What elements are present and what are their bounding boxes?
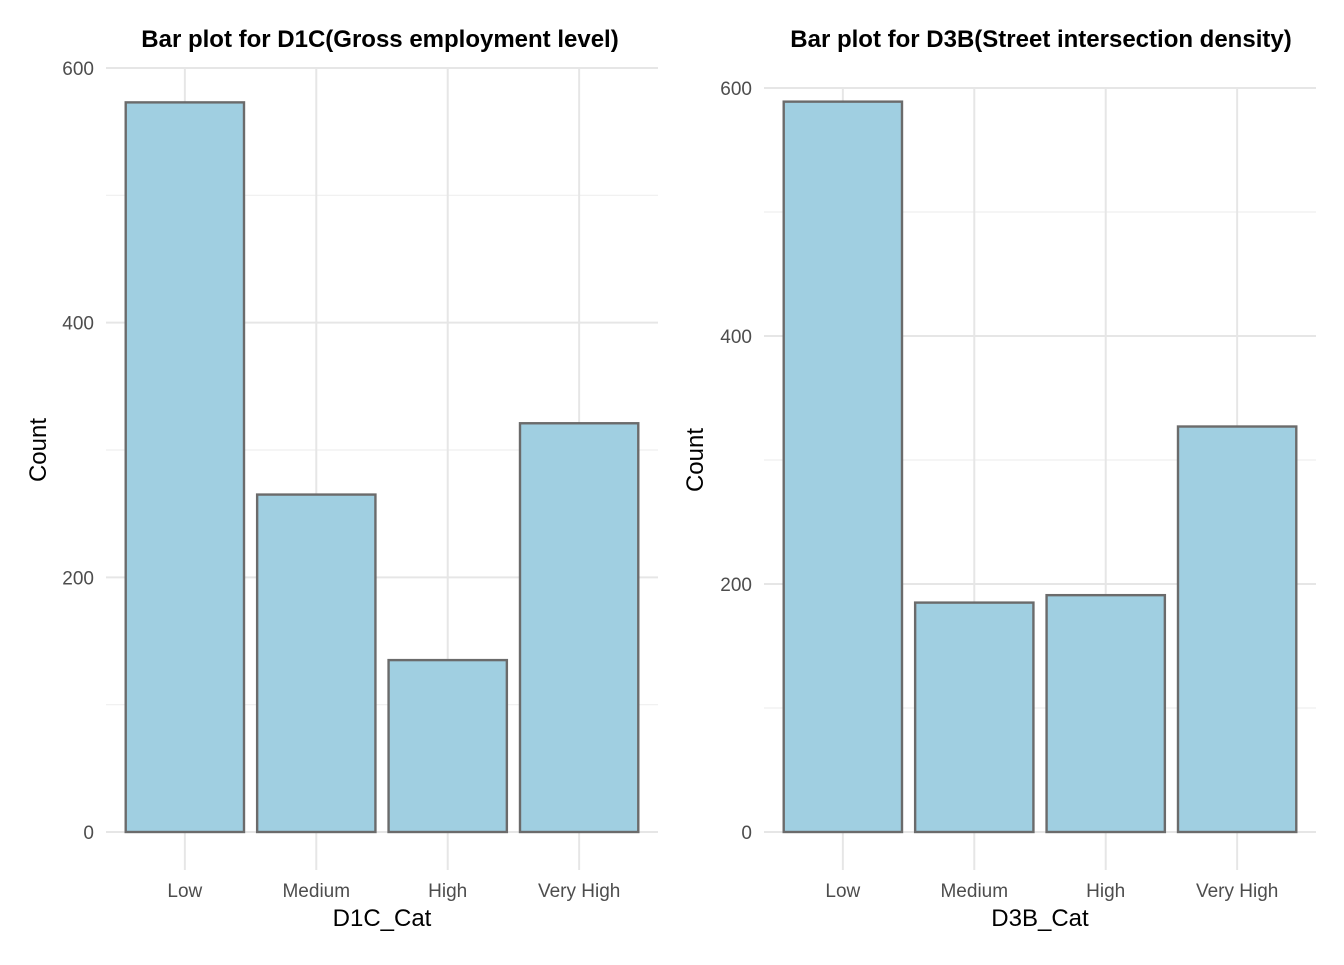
y-axis-label: Count [25,418,52,482]
y-tick-label: 200 [62,568,94,589]
x-tick-label: Very High [1196,881,1278,902]
chart-title: Bar plot for D3B(Street intersection den… [790,26,1291,53]
bar-medium [255,493,377,834]
bar-very-high [1176,425,1298,834]
y-tick-label: 200 [720,575,752,596]
x-axis-label: D1C_Cat [333,905,432,932]
y-tick-label: 600 [62,59,94,80]
bar-very-high [518,422,640,834]
x-tick-labels: Low Medium High Very High [167,881,620,902]
x-tick-labels: Low Medium High Very High [825,881,1278,902]
y-tick-label: 400 [720,327,752,348]
y-tick-label: 0 [83,823,94,844]
x-tick-label: Very High [538,881,620,902]
y-tick-labels: 0 200 400 600 [720,79,752,844]
x-tick-label: High [1086,881,1125,902]
bar-high [387,658,509,834]
chart-title: Bar plot for D1C(Gross employment level) [141,26,618,53]
x-tick-label: Medium [940,881,1008,902]
bar-low [782,100,904,834]
y-tick-label: 0 [741,823,752,844]
y-tick-label: 600 [720,79,752,100]
bar-high [1045,593,1167,834]
x-tick-label: High [428,881,467,902]
x-tick-label: Medium [282,881,350,902]
x-tick-label: Low [167,881,202,902]
x-tick-label: Low [825,881,860,902]
bar-medium [913,601,1035,834]
y-axis-label: Count [682,428,709,492]
chart-panel-d1c: 0 200 400 600 Low Medium High Very High Bar pl… [25,26,658,932]
y-tick-labels: 0 200 400 600 [62,59,94,844]
bars [124,101,640,834]
y-tick-label: 400 [62,314,94,335]
x-axis-label: D3B_Cat [991,905,1089,932]
chart-panel-d3b: 0 200 400 600 Low Medium High Very High Bar pl… [682,26,1316,932]
bars [782,100,1298,834]
bar-low [124,101,246,834]
